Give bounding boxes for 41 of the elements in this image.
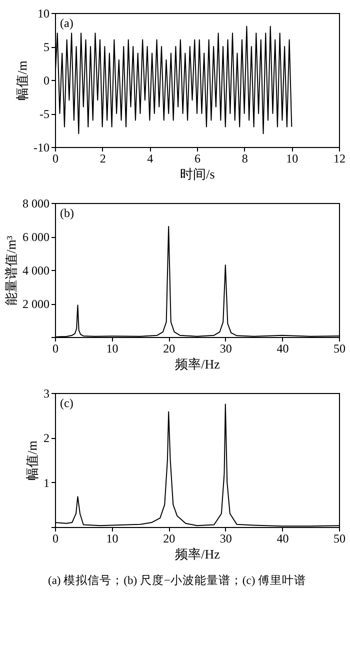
y-axis-title: 幅值/m [14,60,30,100]
x-tick-label: 0 [52,342,58,356]
x-axis-title: 频率/Hz [175,356,220,372]
x-tick-label: 4 [147,152,154,166]
x-tick-label: 8 [242,152,248,166]
y-axis-title: 幅值/m [24,440,40,480]
y-tick-label: 4 000 [22,264,50,278]
y-tick-label: 8 000 [22,196,50,210]
x-tick-label: 2 [100,152,106,166]
x-tick-label: 12 [334,152,346,166]
x-tick-label: 0 [52,532,58,546]
y-tick-label: 10 [38,6,50,20]
annotation: (b) [60,206,74,220]
x-tick-label: 40 [276,342,289,356]
annotation: (a) [60,16,74,30]
x-tick-label: 10 [106,532,118,546]
x-tick-label: 10 [106,342,118,356]
x-tick-label: 0 [52,152,58,166]
x-tick-label: 20 [163,342,176,356]
x-tick-label: 30 [220,342,232,356]
y-tick-label: -10 [34,140,50,154]
y-tick-label: 2 [44,431,50,446]
y-tick-label: 1 [44,476,50,490]
x-tick-label: 10 [286,152,298,166]
y-tick-label: 2 000 [22,297,50,311]
x-tick-label: 30 [220,532,232,546]
y-axis-title: 能量谱值/m³ [4,236,18,306]
y-tick-label: 6 000 [22,230,50,244]
text: (a) 模拟信号；(b) 尺度−小波能量谱；(c) 傅里叶谱 [48,573,306,587]
x-tick-label: 50 [334,342,346,356]
x-axis-title: 频率/Hz [175,546,220,562]
y-tick-label: 3 [44,386,50,400]
x-tick-label: 6 [194,152,200,166]
annotation: (c) [60,396,74,410]
y-tick-label: 0 [44,74,50,88]
x-axis-title: 时间/s [180,166,215,182]
x-tick-label: 50 [334,532,346,546]
y-tick-label: -5 [40,107,50,121]
y-tick-label: 5 [44,40,50,54]
x-tick-label: 40 [276,532,289,546]
x-tick-label: 20 [163,532,176,546]
